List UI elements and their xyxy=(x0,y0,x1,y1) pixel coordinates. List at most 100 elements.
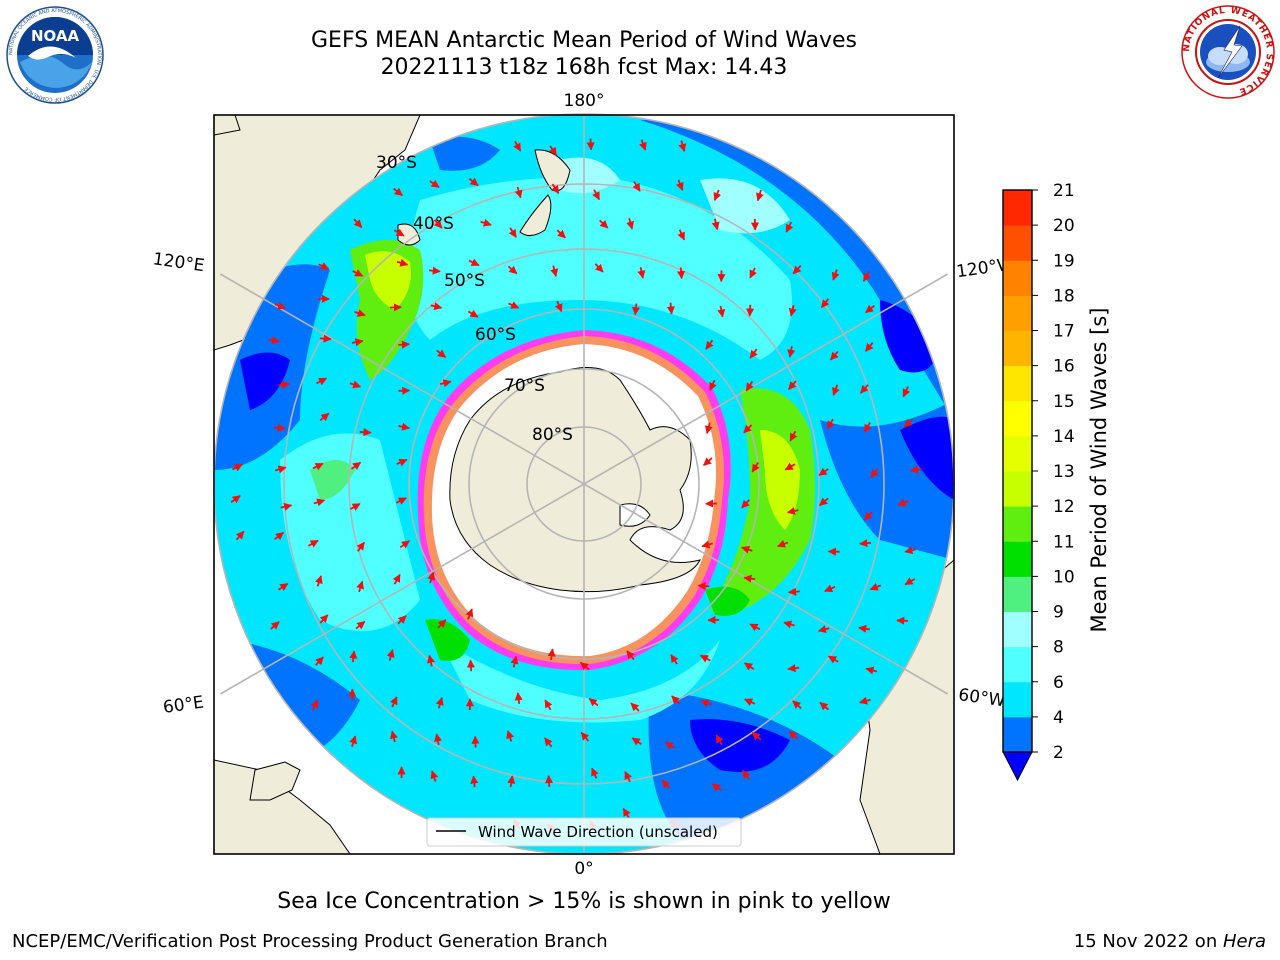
colorbar-bin xyxy=(1003,365,1032,402)
wave-direction-arrow xyxy=(860,384,869,394)
wave-direction-arrow xyxy=(430,302,443,311)
wave-direction-arrow xyxy=(544,737,553,748)
wave-direction-arrow xyxy=(386,649,395,661)
wave-direction-arrow xyxy=(832,384,840,396)
lon-label-60e: 60°E xyxy=(162,692,205,717)
wave-direction-arrow xyxy=(824,584,836,593)
wave-direction-arrow xyxy=(396,258,409,267)
wave-direction-arrow xyxy=(439,379,452,388)
wave-direction-arrow xyxy=(630,702,640,712)
wave-direction-arrow xyxy=(352,269,364,277)
wave-direction-arrow xyxy=(666,302,675,315)
wave-direction-arrow xyxy=(788,730,799,740)
wave-direction-arrow xyxy=(859,696,871,705)
wave-direction-arrow xyxy=(398,386,411,395)
wave-direction-arrow xyxy=(749,348,758,359)
wave-direction-arrow xyxy=(268,336,281,345)
wave-direction-arrow xyxy=(349,735,358,747)
colorbar-tick-label: 21 xyxy=(1053,181,1075,201)
wave-direction-arrow xyxy=(819,497,829,507)
wave-direction-arrow xyxy=(677,229,686,241)
wave-direction-arrow xyxy=(393,228,405,237)
longitude-line xyxy=(219,483,585,695)
wave-direction-arrow xyxy=(470,775,479,788)
wave-direction-arrow xyxy=(709,379,717,392)
colorbar-underflow-triangle xyxy=(1002,751,1033,782)
wave-direction-arrow xyxy=(831,269,840,281)
wave-direction-arrow xyxy=(318,262,330,270)
wave-direction-arrow xyxy=(398,422,411,431)
colorbar-bin xyxy=(1003,330,1032,367)
wave-direction-arrow xyxy=(697,581,710,591)
map-frame xyxy=(213,114,955,855)
madagascar-land xyxy=(249,761,301,801)
wave-direction-arrow xyxy=(626,650,635,661)
colorbar-bin xyxy=(1003,400,1032,437)
wave-direction-arrow xyxy=(788,304,797,317)
wave-direction-arrow xyxy=(399,540,410,549)
wave-direction-arrow xyxy=(392,573,401,585)
lat-label-30s: 30°S xyxy=(376,153,417,173)
colorbar-bin xyxy=(1003,190,1032,226)
wave-direction-arrow xyxy=(351,338,364,347)
colorbar-label: Mean Period of Wind Waves [s] xyxy=(1087,308,1111,633)
wave-direction-arrow xyxy=(319,614,329,624)
wave-direction-arrow xyxy=(270,621,280,630)
wave-direction-arrow xyxy=(715,734,724,746)
wave-direction-arrow xyxy=(393,187,403,197)
colorbar-tick-label: 18 xyxy=(1053,286,1075,306)
wave-direction-arrow xyxy=(865,304,875,314)
wave-direction-arrow xyxy=(507,265,518,275)
wave-direction-arrow xyxy=(909,465,922,474)
wave-direction-arrow xyxy=(319,334,332,343)
wave-direction-arrow xyxy=(349,380,362,389)
wave-direction-arrow xyxy=(592,189,601,201)
wave-direction-arrow xyxy=(741,499,750,509)
map-subtitle: 20221113 t18z 168h fcst Max: 14.43 xyxy=(380,55,788,80)
lon-label-0: 0° xyxy=(574,859,593,879)
footer-host: Hera xyxy=(1222,931,1266,952)
colorbar-tick-label: 16 xyxy=(1053,357,1075,377)
wave-direction-arrow xyxy=(550,265,559,278)
wave-direction-arrow xyxy=(786,506,799,515)
wind-wave-arrows xyxy=(230,138,922,833)
map-title: GEFS MEAN Antarctic Mean Period of Wind … xyxy=(311,28,857,53)
colorbar-tick-label: 12 xyxy=(1053,497,1075,517)
colorbar-bin xyxy=(1003,260,1032,296)
wave-direction-arrow xyxy=(599,219,609,229)
wave-direction-arrow xyxy=(756,189,764,202)
wave-direction-arrow xyxy=(743,424,753,434)
wave-direction-arrow xyxy=(319,412,330,422)
wave-direction-arrow xyxy=(624,770,632,783)
wave-direction-arrow xyxy=(513,140,522,152)
graticule xyxy=(219,115,949,854)
sea-ice-caption: Sea Ice Concentration > 15% is shown in … xyxy=(277,889,891,914)
wave-direction-arrow xyxy=(817,625,830,634)
wave-direction-arrow xyxy=(818,467,829,476)
colorbar-tick-label: 11 xyxy=(1053,532,1075,552)
wave-direction-arrow xyxy=(314,575,323,587)
wave-direction-arrow xyxy=(828,655,839,664)
wave-direction-arrow xyxy=(717,305,726,318)
wave-direction-arrow xyxy=(751,462,760,473)
colorbar-bin xyxy=(1003,471,1032,507)
wave-direction-arrow xyxy=(864,342,874,352)
wave-direction-arrow xyxy=(784,462,796,471)
wave-direction-arrow xyxy=(273,423,286,432)
wave-direction-arrow xyxy=(586,138,595,151)
wave-direction-arrow xyxy=(626,218,635,230)
wave-direction-arrow xyxy=(466,659,476,672)
wave-direction-arrow xyxy=(711,218,720,231)
longitude-line xyxy=(583,483,949,695)
wave-direction-arrow xyxy=(508,227,517,238)
wave-direction-arrow xyxy=(700,699,712,708)
wave-direction-arrow xyxy=(743,574,756,583)
wave-direction-arrow xyxy=(506,730,515,742)
nws-logo: NATIONAL WEATHER SERVICE xyxy=(1181,5,1275,99)
wave-direction-arrow xyxy=(676,267,686,280)
wave-direction-arrow xyxy=(396,458,408,467)
wave-direction-arrow xyxy=(902,386,911,398)
wave-direction-arrow xyxy=(661,779,671,789)
wave-direction-arrow xyxy=(468,177,479,187)
wave-direction-arrow xyxy=(751,731,762,741)
